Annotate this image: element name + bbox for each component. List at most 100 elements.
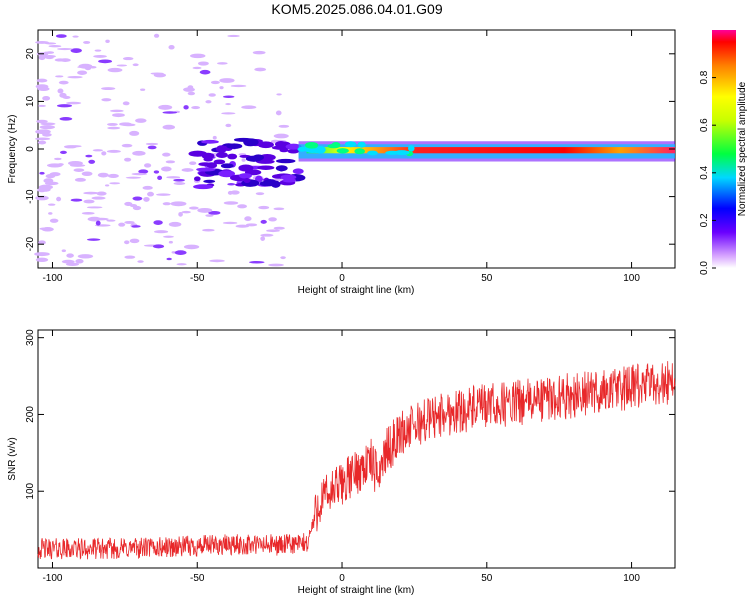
- blob-mark: [245, 155, 263, 162]
- noise-speckle: [183, 87, 195, 92]
- noise-speckle: [165, 160, 176, 164]
- spectrogram-xtick-label: -100: [42, 273, 62, 284]
- noise-speckle: [37, 140, 47, 145]
- blob-mark: [218, 170, 236, 178]
- noise-speckle: [188, 206, 199, 210]
- noise-speckle: [36, 78, 48, 83]
- noise-speckle: [273, 226, 285, 230]
- noise-speckle: [124, 220, 135, 224]
- noise-speckle: [192, 66, 202, 70]
- spectrogram-ytick-label: 20: [25, 48, 36, 60]
- noise-speckle: [107, 173, 119, 179]
- colorbar-ticks: 0.0 0.2 0.4 0.6 0.8: [699, 70, 716, 275]
- noise-speckle: [124, 240, 130, 245]
- noise-speckle: [87, 238, 101, 241]
- noise-speckle: [166, 176, 181, 179]
- noise-speckle: [132, 196, 143, 201]
- colorbar-tick-label: 0.6: [699, 118, 710, 132]
- noise-speckle: [241, 105, 257, 110]
- noise-speckle: [230, 190, 240, 195]
- noise-speckle: [225, 123, 232, 128]
- noise-speckle: [89, 66, 97, 69]
- noise-speckle: [147, 191, 154, 197]
- noise-speckle: [168, 44, 175, 50]
- noise-speckle: [68, 160, 83, 166]
- noise-speckle: [106, 219, 116, 222]
- noise-speckle: [223, 201, 239, 205]
- spectrogram-xtick-label: 50: [481, 273, 493, 284]
- noise-speckle: [142, 185, 153, 190]
- colorbar-label: Normalized spectral amplitude: [737, 81, 748, 216]
- noise-speckle: [74, 177, 86, 182]
- noise-speckle: [81, 211, 95, 215]
- spectrogram-ytick-label: -10: [25, 189, 36, 204]
- noise-speckle: [49, 172, 61, 177]
- noise-speckle: [135, 118, 147, 123]
- noise-speckle: [39, 171, 45, 175]
- snr-ytick-label: 200: [25, 406, 36, 423]
- noise-speckle: [273, 133, 289, 139]
- snr-xtick-label: -50: [190, 573, 205, 584]
- noise-speckle: [278, 124, 290, 128]
- noise-speckle: [37, 187, 51, 192]
- signal-band-blob: [336, 148, 349, 154]
- noise-speckle: [72, 35, 79, 38]
- blob-mark: [257, 141, 274, 149]
- blob-mark: [292, 168, 304, 175]
- snr-xtick-label: 50: [481, 573, 493, 584]
- noise-speckle: [47, 203, 56, 206]
- noise-speckle: [275, 110, 282, 116]
- noise-speckle: [62, 95, 71, 99]
- colorbar-tick-label: 0.8: [699, 70, 710, 84]
- blob-mark: [220, 163, 234, 169]
- blob-mark: [215, 145, 228, 153]
- noise-speckle: [227, 182, 236, 186]
- noise-speckle: [58, 80, 69, 85]
- noise-speckle: [244, 216, 252, 222]
- noise-speckle: [217, 62, 228, 65]
- snr-xtick-label: 100: [623, 573, 640, 584]
- noise-speckle: [67, 75, 83, 79]
- noise-speckle: [35, 129, 51, 135]
- signal-band-blob: [305, 148, 319, 153]
- noise-speckle: [208, 211, 221, 215]
- noise-speckle: [48, 212, 53, 215]
- noise-speckle: [266, 229, 281, 233]
- noise-speckle: [162, 202, 171, 206]
- noise-speckle: [44, 181, 59, 186]
- noise-speckle: [95, 220, 101, 226]
- snr-axes: -100 -50 0 50 100 100 200 300: [25, 329, 675, 584]
- noise-speckle: [260, 233, 274, 237]
- noise-speckle: [39, 227, 49, 230]
- noise-speckle: [107, 126, 121, 130]
- signal-band-blob: [297, 146, 307, 152]
- noise-speckle: [124, 255, 136, 259]
- colorbar-tick-label: 0.0: [699, 261, 710, 275]
- noise-speckle: [202, 228, 215, 232]
- snr-ytick-label: 100: [25, 482, 36, 499]
- signal-band-blob: [344, 141, 357, 148]
- noise-speckle: [174, 250, 187, 255]
- noise-speckle: [191, 105, 201, 110]
- noise-speckle: [86, 206, 103, 209]
- noise-speckle: [81, 171, 93, 177]
- noise-speckle: [132, 63, 139, 67]
- blob-mark: [287, 148, 300, 154]
- blob-mark: [285, 143, 302, 150]
- noise-speckle: [83, 191, 99, 195]
- noise-speckle: [37, 86, 50, 91]
- blob-mark: [275, 158, 296, 164]
- blob-mark: [259, 181, 271, 187]
- noise-speckle: [183, 105, 189, 110]
- noise-speckle: [208, 93, 216, 97]
- signal-band-blob: [367, 150, 378, 156]
- noise-speckle: [96, 191, 107, 196]
- blob-mark: [193, 176, 201, 182]
- noise-speckle: [91, 196, 106, 200]
- noise-speckle: [92, 149, 104, 152]
- noise-speckle: [93, 54, 107, 58]
- blob-mark: [213, 159, 226, 165]
- noise-speckle: [168, 221, 182, 227]
